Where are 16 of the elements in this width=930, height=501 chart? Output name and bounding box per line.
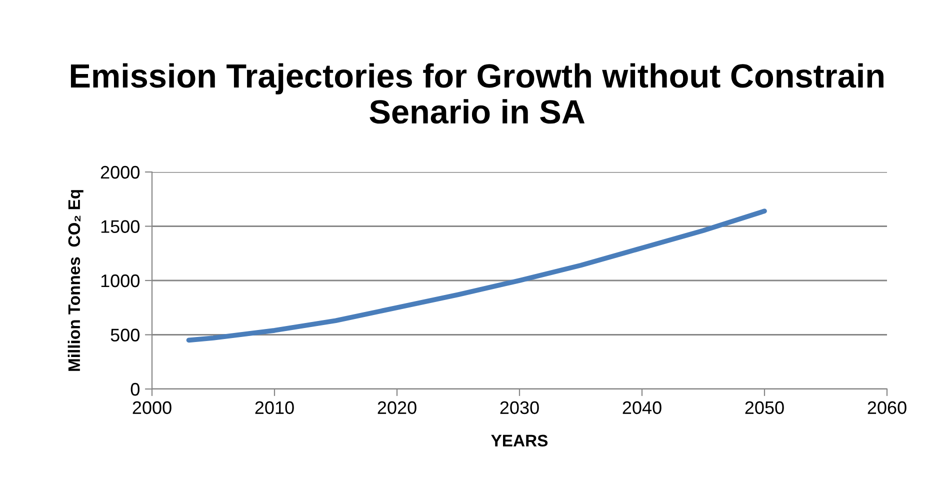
x-axis-title: YEARS bbox=[491, 434, 548, 447]
line-series bbox=[186, 208, 767, 343]
x-tick-label: 2000 bbox=[132, 401, 172, 414]
x-tick-label: 2030 bbox=[500, 401, 539, 414]
y-axis-title: Million Tonnes CO₂ Eq bbox=[68, 190, 84, 371]
y-tick-label: 1000 bbox=[101, 274, 140, 288]
y-tick-label: 1500 bbox=[101, 220, 140, 233]
y-tick-label: 500 bbox=[110, 328, 140, 342]
x-tick-label: 2040 bbox=[622, 401, 662, 414]
x-tick-label: 2020 bbox=[378, 401, 416, 414]
y-tick-label: 2000 bbox=[100, 166, 140, 179]
chart-title: Emission Trajectories for Growth without Constrain Senario in SA bbox=[70, 63, 884, 124]
x-tick-label: 2010 bbox=[255, 401, 294, 414]
y-tick-label: 0 bbox=[130, 382, 140, 396]
x-tick-label: 2050 bbox=[745, 401, 784, 414]
x-tick-label: 2060 bbox=[868, 401, 906, 414]
